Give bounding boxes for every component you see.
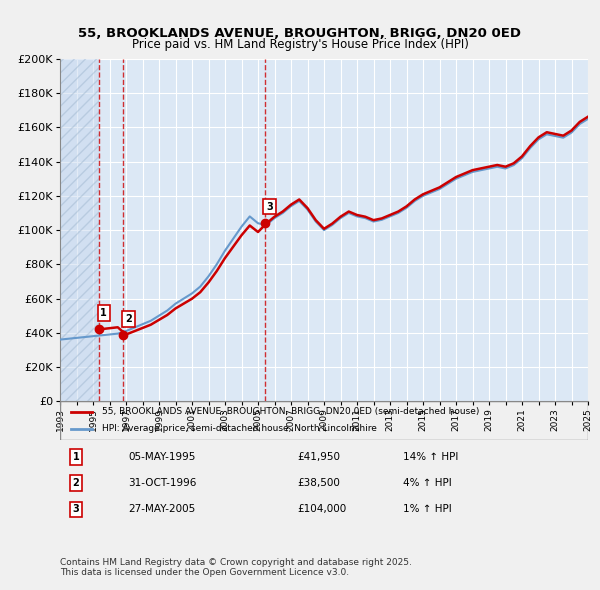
Text: 14% ↑ HPI: 14% ↑ HPI <box>403 452 458 462</box>
Text: 3: 3 <box>73 504 79 514</box>
Text: £104,000: £104,000 <box>298 504 347 514</box>
Text: 31-OCT-1996: 31-OCT-1996 <box>128 478 197 489</box>
Bar <box>60 59 99 401</box>
Text: £38,500: £38,500 <box>298 478 340 489</box>
Text: 1% ↑ HPI: 1% ↑ HPI <box>403 504 452 514</box>
Text: 05-MAY-1995: 05-MAY-1995 <box>128 452 196 462</box>
Text: 4% ↑ HPI: 4% ↑ HPI <box>403 478 452 489</box>
Text: HPI: Average price, semi-detached house, North Lincolnshire: HPI: Average price, semi-detached house,… <box>102 424 377 433</box>
Text: 1: 1 <box>73 452 79 462</box>
Text: 55, BROOKLANDS AVENUE, BROUGHTON, BRIGG, DN20 0ED: 55, BROOKLANDS AVENUE, BROUGHTON, BRIGG,… <box>79 27 521 40</box>
Text: Contains HM Land Registry data © Crown copyright and database right 2025.
This d: Contains HM Land Registry data © Crown c… <box>60 558 412 577</box>
Text: Price paid vs. HM Land Registry's House Price Index (HPI): Price paid vs. HM Land Registry's House … <box>131 38 469 51</box>
Text: 2: 2 <box>125 314 131 324</box>
Text: 1: 1 <box>100 308 107 318</box>
Text: 27-MAY-2005: 27-MAY-2005 <box>128 504 196 514</box>
Text: 2: 2 <box>73 478 79 489</box>
Text: 55, BROOKLANDS AVENUE, BROUGHTON, BRIGG, DN20 0ED (semi-detached house): 55, BROOKLANDS AVENUE, BROUGHTON, BRIGG,… <box>102 408 479 417</box>
Text: 3: 3 <box>266 202 273 212</box>
Text: £41,950: £41,950 <box>298 452 341 462</box>
